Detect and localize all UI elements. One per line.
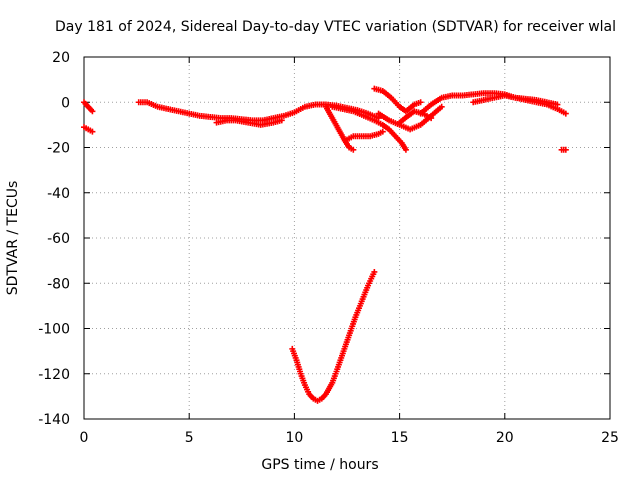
series-pass-a — [81, 99, 95, 114]
series-pass-b — [81, 124, 95, 135]
series-pass-g — [342, 129, 386, 144]
series-pass-f — [329, 104, 409, 153]
x-axis-label: GPS time / hours — [0, 457, 640, 473]
y-tick-label: -140 — [38, 412, 70, 428]
x-tick-label: 0 — [80, 430, 89, 446]
y-axis-label: SDTVAR / TECUs — [5, 181, 21, 296]
y-tick-label: -100 — [38, 322, 70, 338]
x-tick-label: 5 — [185, 430, 194, 446]
y-tick-label: -120 — [38, 367, 70, 383]
x-tick-label: 10 — [285, 430, 303, 446]
x-tick-label: 20 — [496, 430, 514, 446]
data-marks — [81, 86, 569, 404]
x-tick-label: 25 — [601, 430, 619, 446]
x-tick-label: 15 — [391, 430, 409, 446]
y-tick-labels: 20 0 -20 -40 -60 -80 -100 -120 -140 — [38, 50, 70, 428]
y-tick-label: -20 — [47, 141, 70, 157]
x-tick-labels: 0 5 10 15 20 25 — [80, 430, 619, 446]
y-tick-label: -80 — [47, 276, 70, 292]
y-tick-label: -40 — [47, 186, 70, 202]
y-tick-label: 20 — [52, 50, 70, 66]
y-tick-label: 0 — [61, 95, 70, 111]
chart-canvas: 0 5 10 15 20 25 20 0 -20 -40 -60 -80 -100 -120 -140 — [0, 0, 640, 480]
y-axis-label-wrap: SDTVAR / TECUs — [2, 0, 24, 480]
series-pass-n — [289, 269, 377, 404]
y-tick-label: -60 — [47, 231, 70, 247]
